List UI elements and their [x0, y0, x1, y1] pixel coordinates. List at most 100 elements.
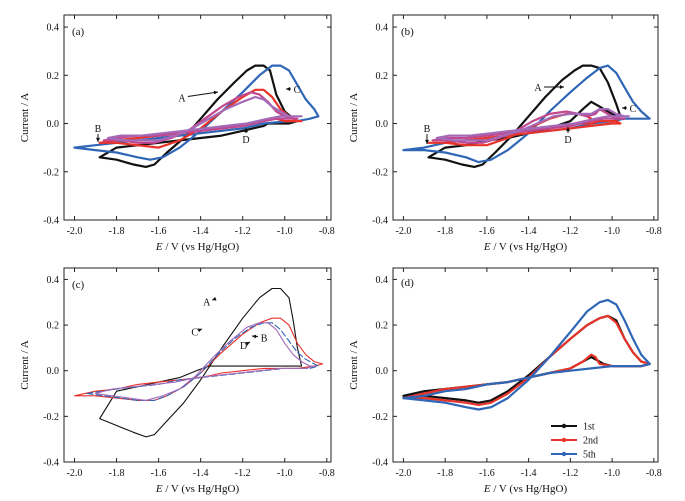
series-group [73, 287, 324, 438]
x-tick-label: -1.2 [235, 468, 251, 479]
annotation-arrowhead [566, 127, 570, 132]
y-axis-label: Current / A [348, 340, 360, 390]
y-tick-label: -0.2 [372, 412, 388, 423]
plot-frame [392, 267, 659, 463]
x-tick-label: -1.0 [277, 226, 293, 237]
series-line-black [99, 287, 303, 438]
series-line-purple [106, 95, 303, 142]
x-tick-label: -0.8 [646, 468, 662, 479]
series-group [73, 64, 320, 168]
x-tick-label: -2.0 [67, 226, 83, 237]
plot-frame [392, 14, 659, 221]
y-tick-label: 0.2 [376, 71, 389, 82]
x-tick-label: -1.6 [479, 468, 495, 479]
y-tick-label: -0.2 [372, 167, 388, 178]
annotation-label: C [191, 328, 198, 339]
annotation-arrowhead [197, 328, 202, 333]
x-tick-label: -2.0 [396, 468, 412, 479]
annotation-label: B [261, 334, 268, 345]
x-axis-label-symbol: E [155, 483, 163, 495]
y-tick-label: 0.0 [47, 119, 60, 130]
legend-label: 2nd [583, 436, 598, 447]
annotation-label: D [564, 135, 571, 146]
legend-marker-2nd [561, 437, 567, 443]
annotation-label: A [178, 93, 186, 104]
y-tick-label: 0.4 [376, 275, 389, 286]
series-line-black [98, 64, 299, 168]
x-axis-label-symbol: E [155, 241, 163, 253]
y-tick-label: 0.4 [47, 275, 60, 286]
x-tick-label: -2.0 [396, 226, 412, 237]
legend-marker-1st [561, 423, 567, 429]
legend-label: 1st [583, 422, 595, 433]
panel-1: -2.0 -1.8 -1.6 -1.4 -1.2 -1.0 -0.8 -0.4 -0.2 0.0 0… [348, 14, 662, 253]
x-tick-label: -1.8 [437, 226, 453, 237]
series-group [402, 298, 651, 411]
x-tick-label: -1.8 [109, 226, 125, 237]
x-tick-label: -1.4 [193, 468, 209, 479]
x-tick-label: -0.8 [646, 226, 662, 237]
y-axis-label: Current / A [19, 93, 31, 143]
panel-label: (d) [401, 277, 414, 289]
annotation-arrowhead [252, 334, 257, 339]
panel-label: (b) [401, 26, 414, 38]
annotation-label: A [203, 298, 211, 309]
x-tick-label: -1.6 [151, 468, 167, 479]
x-tick-label: -1.6 [479, 226, 495, 237]
annotation-arrowhead [286, 87, 291, 91]
y-tick-label: 0.4 [47, 23, 60, 34]
y-tick-label: 0.2 [47, 321, 60, 332]
plot-frame [63, 14, 332, 221]
series-line-5th [402, 298, 651, 411]
series-line-purple [435, 107, 630, 142]
annotation-arrowhead [622, 106, 627, 110]
x-tick-label: -1.8 [109, 468, 125, 479]
x-tick-label: -1.2 [562, 468, 578, 479]
x-axis-label-symbol: E [483, 241, 491, 253]
annotation-arrowhead [213, 90, 218, 95]
x-axis-label-text: / V (vs Hg/HgO) [163, 241, 240, 253]
series-line-purple [94, 322, 315, 401]
panel-2: -2.0 -1.8 -1.6 -1.4 -1.2 -1.0 -0.8 -0.4 -0.2 0.0 0… [19, 267, 335, 495]
series-line-blue [86, 322, 319, 401]
annotation-label: A [534, 83, 542, 94]
panel-label: (c) [72, 279, 85, 291]
panel-3: -2.0 -1.8 -1.6 -1.4 -1.2 -1.0 -0.8 -0.4 -0.2 0.0 0… [348, 267, 662, 495]
annotation-arrow [187, 91, 219, 98]
annotation-arrowhead [244, 128, 248, 133]
series-line-black [427, 64, 622, 168]
y-tick-label: -0.4 [43, 216, 59, 227]
y-tick-label: -0.2 [43, 412, 59, 423]
annotation-arrowhead [425, 139, 429, 144]
y-tick-label: 0.0 [376, 119, 389, 130]
y-tick-label: -0.4 [43, 458, 59, 469]
annotation-label: C [630, 104, 637, 115]
y-tick-label: 0.4 [376, 23, 389, 34]
y-tick-label: 0.2 [376, 321, 389, 332]
x-axis-label-text: / V (vs Hg/HgO) [491, 483, 568, 495]
annotation-arrowhead [212, 296, 217, 301]
annotation-label: D [242, 135, 249, 146]
x-tick-label: -1.4 [193, 226, 209, 237]
x-axis-label-symbol: E [483, 483, 491, 495]
annotation-arrowhead [559, 85, 564, 89]
panel-0: -2.0 -1.8 -1.6 -1.4 -1.2 -1.0 -0.8 -0.4 -0.2 0.0 0… [19, 14, 335, 253]
y-tick-label: 0.2 [47, 71, 60, 82]
panel-label: (a) [72, 26, 85, 38]
legend-label: 5th [583, 450, 596, 461]
x-axis-label: E / V (vs Hg/HgO) [483, 483, 568, 495]
x-tick-label: -1.0 [604, 226, 620, 237]
y-tick-label: -0.2 [43, 167, 59, 178]
annotation-label: C [294, 85, 301, 96]
x-axis-label-text: / V (vs Hg/HgO) [491, 241, 568, 253]
x-tick-label: -1.2 [235, 226, 251, 237]
x-tick-label: -0.8 [319, 226, 335, 237]
annotation-label: B [95, 124, 102, 135]
x-tick-label: -1.4 [521, 468, 537, 479]
annotation-label: D [240, 341, 247, 352]
x-tick-label: -1.8 [437, 468, 453, 479]
y-tick-label: -0.4 [372, 458, 388, 469]
x-tick-label: -1.0 [277, 468, 293, 479]
y-tick-label: -0.4 [372, 216, 388, 227]
